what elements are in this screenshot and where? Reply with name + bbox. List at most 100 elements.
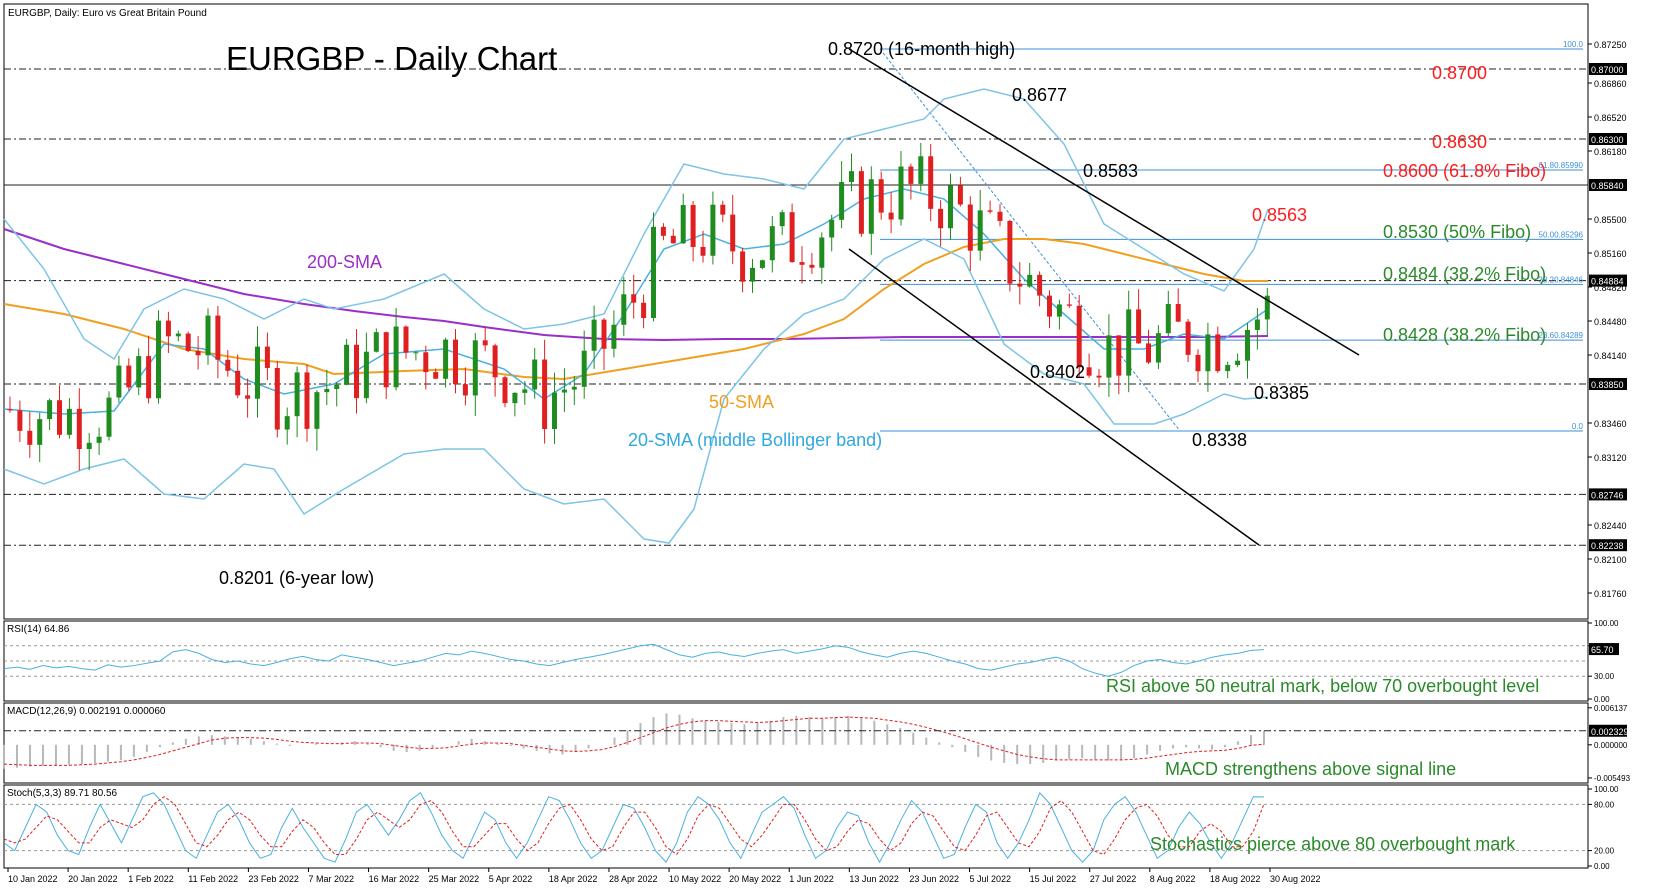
candle-body [1017,283,1023,287]
candle-body [740,251,746,282]
date-tick-label: 18 Aug 2022 [1210,874,1261,884]
stochastics-panel: 100.00 80.00 20.00 0.00 [3,785,1619,871]
rsi-current-box [1589,643,1619,656]
candle-body [47,400,53,420]
candle-body [1096,375,1102,378]
candle-body [1225,364,1231,372]
candle-body [205,315,211,356]
candle-body [710,204,716,256]
candle-body [413,352,419,354]
candle-body [27,430,33,445]
date-tick-label: 10 Jan 2022 [8,874,58,884]
candle-body [334,384,340,389]
candle-body [294,372,300,417]
price-axis: 0.87000 0.86300 0.85840 0.84884 0.83850 0.827… [1588,40,1627,599]
macd-signal-line [3,716,1265,766]
candle-body [433,372,439,379]
series-line [3,88,1269,361]
price-level-box [1589,274,1627,287]
candle-body [1066,304,1072,306]
candle-body [977,210,983,251]
candle-body [274,367,280,430]
price-tick-label: 0.87250 [1594,40,1627,50]
candle-body [1056,304,1062,317]
price-tick-label: 0.85500 [1594,215,1627,225]
candle-body [1155,333,1161,363]
price-level-box [1589,63,1627,75]
candle-body [512,392,518,404]
price-tick-label: 0.86180 [1594,147,1627,157]
candle-body [37,419,43,445]
candle-body [255,346,260,399]
stoch-note: Stochastics pierce above 80 overbought m… [1150,834,1516,854]
price-level-box-label: 0.85840 [1591,181,1624,191]
candle-body [1116,335,1122,376]
date-tick-label: 25 Mar 2022 [429,874,480,884]
main-panel-frame [3,3,1589,620]
price-level-box [1589,179,1627,191]
rsi-title: RSI(14) 64.86 [7,624,70,635]
candle-body [730,214,736,252]
fibo-level-label: 38.20.84846 [1539,275,1584,284]
candle-body [1245,329,1250,361]
sub-tick-label: 0.006137 [1594,704,1628,713]
candle-body [1146,343,1151,363]
series-line [3,238,1268,381]
candle-body [898,166,904,220]
price-tick-label: 0.86520 [1594,113,1627,123]
candle-body [403,326,409,353]
candle-body [888,212,894,220]
candle-body [1037,274,1043,296]
candle-body [1086,367,1092,376]
price-level-box [1589,133,1627,145]
fibo-61-8-label: 0.8600 (61.8% Fibo) [1383,161,1546,181]
candle-body [225,359,231,371]
sub-tick-label: -0.005493 [1594,774,1631,783]
date-tick-label: 18 Apr 2022 [549,874,598,884]
macd-current-box [1589,724,1627,737]
candle-body [819,237,825,268]
candle-body [591,319,597,351]
candle-body [314,392,320,429]
candle-body [1205,334,1211,372]
macd-title: MACD(12,26,9) 0.002191 0.000060 [7,706,166,717]
candle-body [1136,309,1142,344]
stoch-panel-frame [3,784,1589,869]
date-tick-label: 11 Feb 2022 [188,874,238,884]
candle-body [571,386,577,390]
price-tick-label: 0.83460 [1594,419,1627,429]
annotation-0-8583: 0.8583 [1083,161,1138,181]
candle-body [1195,354,1201,372]
candle-body [462,384,468,396]
candle-body [878,179,884,213]
candle-body [849,171,854,183]
candle-body [651,226,656,319]
candle-body [76,408,82,450]
price-tick-label: 0.81760 [1594,589,1627,599]
date-tick-label: 13 Jun 2022 [849,874,899,884]
price-level-box-label: 0.82238 [1591,541,1624,551]
candle-body [552,392,557,430]
candle-body [997,211,1003,221]
resistance-0-8630: 0.8630 [1432,132,1487,152]
candle-body [146,356,152,399]
sma20-label: 20-SMA (middle Bollinger band) [628,430,882,450]
candle-body [96,436,102,443]
date-tick-label: 23 Feb 2022 [248,874,299,884]
candle-body [938,208,944,229]
candle-body [304,372,310,429]
price-level-box [1589,378,1627,390]
candle-body [1215,334,1221,372]
candle-body [66,408,72,435]
candle-body [918,156,924,184]
candle-body [799,262,805,265]
candle-body [1235,360,1241,365]
candle-body [57,400,62,435]
candle-body [581,350,587,387]
candle-body [690,205,696,247]
candle-body [700,246,706,256]
candle-body [601,319,607,349]
macd-panel: 0.006137 0.000000 -0.005493 0.002329 [3,704,1631,783]
candle-body [928,156,934,209]
